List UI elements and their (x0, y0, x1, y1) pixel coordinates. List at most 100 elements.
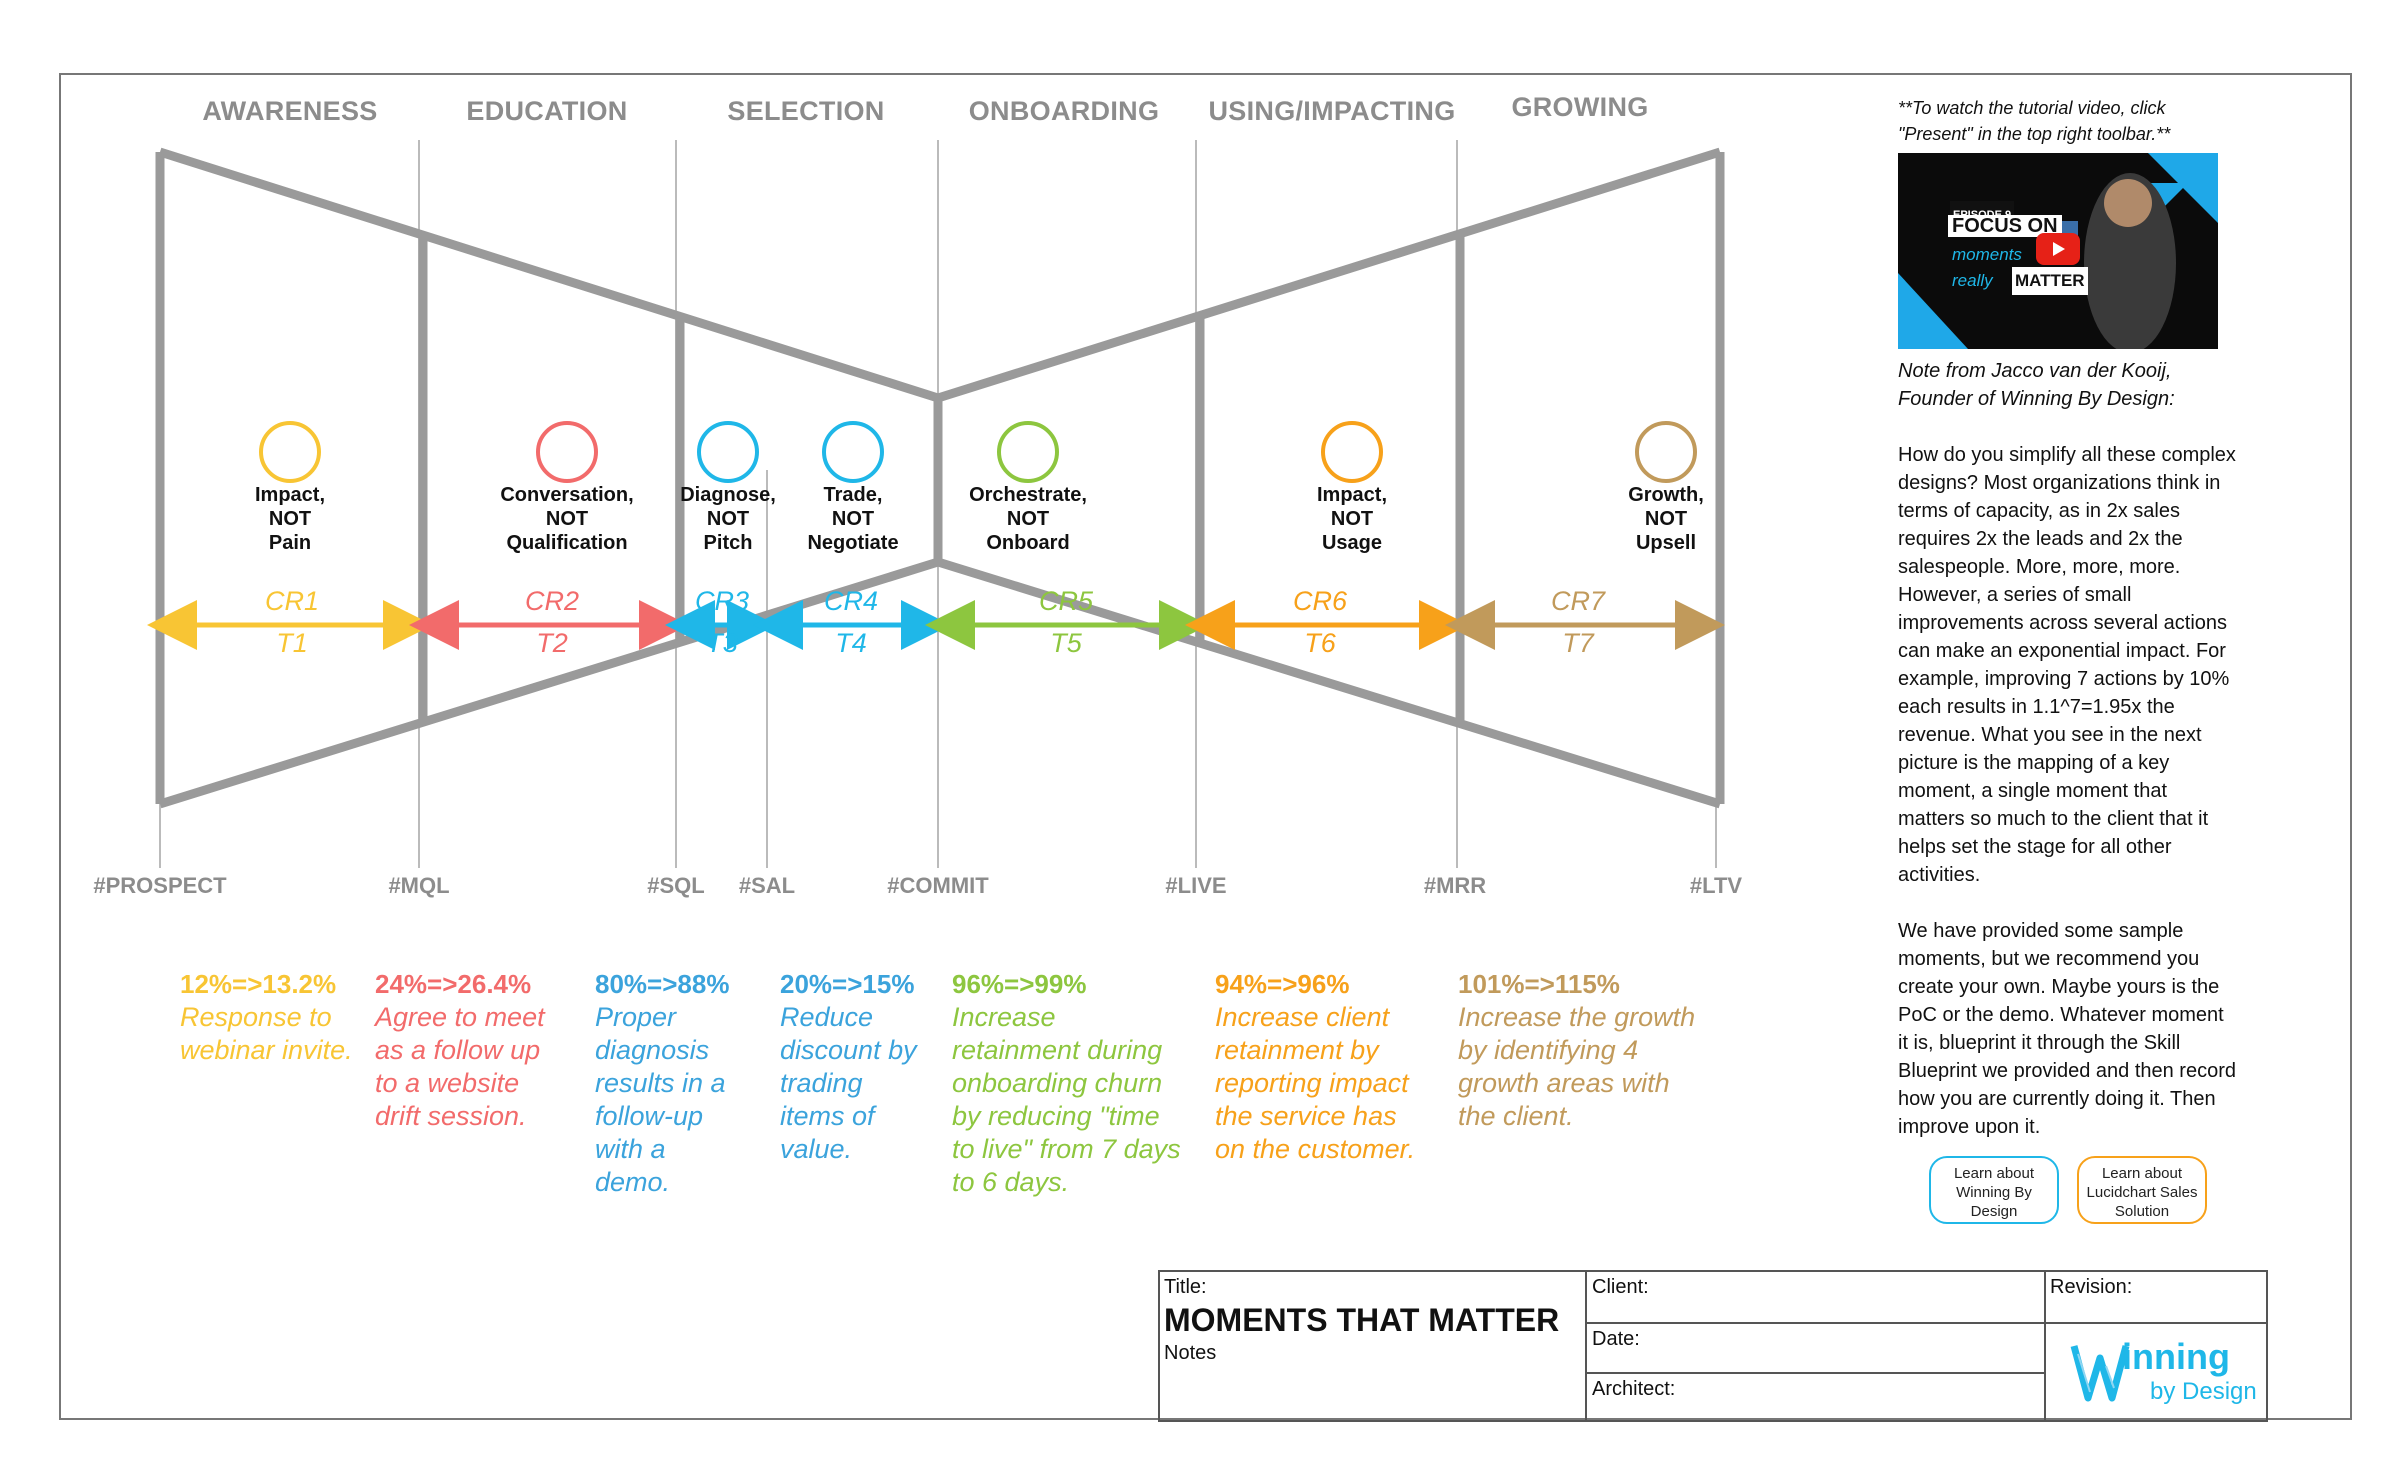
metric-desc: growth areas with (1458, 1068, 1670, 1098)
metric-desc: retainment by (1215, 1035, 1379, 1065)
moment-label-5: Orchestrate, NOT Onboard (969, 484, 1087, 554)
metric-desc: to live" from 7 days (952, 1134, 1181, 1164)
metric-desc: diagnosis (595, 1035, 710, 1065)
learn-winning-by-design-button[interactable]: Learn about Winning By Design (1929, 1156, 2059, 1224)
logo-text: inning (2122, 1336, 2230, 1377)
metric-desc: results in a (595, 1068, 726, 1098)
moment-circle-1 (259, 421, 321, 483)
moment-circle-3 (697, 421, 759, 483)
tb-divider (2046, 1322, 2266, 1324)
cr-label-6: CR6 (1292, 586, 1347, 616)
stage-selection: SELECTION (727, 96, 885, 126)
metric-desc: by identifying 4 (1458, 1035, 1639, 1065)
stage-onboarding: ONBOARDING (968, 96, 1160, 126)
metric-4: 20%=>15% Reduce discount by trading items o… (780, 968, 917, 1166)
sidebar-paragraph-1: How do you simplify all these complex de… (1898, 444, 2236, 886)
moment-circle-4 (822, 421, 884, 483)
metric-desc: retainment during (952, 1035, 1163, 1065)
logo-subtext: by Design (2150, 1378, 2257, 1405)
t-label-5: T5 (1050, 628, 1082, 658)
video-title-line2: moments (1952, 245, 2022, 264)
milestone-live: #LIVE (1165, 873, 1227, 898)
milestone-sal: #SAL (738, 873, 796, 898)
title-label: Title: (1164, 1276, 1207, 1298)
tb-divider (1585, 1272, 1587, 1420)
t-label-1: T1 (276, 628, 308, 658)
video-title-line4: MATTER (2012, 267, 2088, 295)
cr-label-4: CR4 (823, 586, 878, 616)
metric-desc: Increase client (1215, 1002, 1390, 1032)
t-label-2: T2 (536, 628, 568, 658)
metric-value: 12%=>13.2% (180, 969, 337, 999)
moment-label-6: Impact, NOT Usage (1316, 484, 1388, 554)
metric-desc: with a (595, 1134, 666, 1164)
notes-label: Notes (1164, 1342, 1217, 1364)
metric-desc: the service has (1215, 1101, 1397, 1131)
sidebar-paragraph-2: We have provided some sample moments, bu… (1898, 920, 2236, 1138)
moment-label-7: Growth, NOT Upsell (1628, 484, 1704, 554)
tb-divider (1587, 1322, 2044, 1324)
t-label-7: T7 (1562, 628, 1594, 658)
metric-desc: Increase the growth (1458, 1002, 1696, 1032)
video-play-button[interactable] (2036, 233, 2080, 265)
metric-desc: by reducing "time (952, 1101, 1160, 1131)
metric-desc: Proper (595, 1002, 677, 1032)
t-label-4: T4 (835, 628, 867, 658)
cr-label-2: CR2 (524, 586, 579, 616)
winning-by-design-logo: inning by Design (2070, 1332, 2260, 1412)
moment-circle-2 (536, 421, 598, 483)
metric-desc: to a website (375, 1068, 520, 1098)
moment-circle-7 (1635, 421, 1697, 483)
play-icon (2053, 242, 2065, 256)
revision-field[interactable]: Revision: (2050, 1276, 2133, 1298)
stage-using-impacting: USING/IMPACTING (1208, 96, 1456, 126)
metric-desc: Agree to meet (375, 1002, 545, 1032)
milestone-sql: #SQL (647, 873, 705, 898)
metric-desc: to 6 days. (952, 1167, 1070, 1197)
video-title-line1: FOCUS ON (1948, 215, 2062, 237)
metric-desc: reporting impact (1215, 1068, 1409, 1098)
metric-value: 80%=>88% (595, 969, 730, 999)
video-thumbnail-art (1898, 153, 2218, 349)
architect-field[interactable]: Architect: (1592, 1378, 1676, 1400)
moment-circle-5 (997, 421, 1059, 483)
document-title[interactable]: MOMENTS THAT MATTER (1164, 1302, 1560, 1338)
tb-divider (2044, 1272, 2046, 1420)
metric-desc: value. (780, 1134, 853, 1164)
bowtie-outline (155, 147, 1725, 809)
cr-label-7: CR7 (1550, 586, 1605, 616)
metric-value: 96%=>99% (952, 969, 1087, 999)
tutorial-hint: **To watch the tutorial video, click "Pr… (1898, 98, 2171, 144)
moment-label-4: Trade, NOT Negotiate (807, 484, 899, 554)
video-thumbnail[interactable]: EPISODE 9 FOCUS ON moments really MATTER (1898, 153, 2218, 349)
milestone-mrr: #MRR (1423, 873, 1487, 898)
date-field[interactable]: Date: (1592, 1328, 1640, 1350)
milestone-mql: #MQL (388, 873, 450, 898)
metric-value: 94%=>96% (1215, 969, 1350, 999)
title-block: Title: MOMENTS THAT MATTER Notes Client:… (1158, 1270, 2268, 1422)
metric-desc: as a follow up (375, 1035, 541, 1065)
metric-value: 20%=>15% (780, 969, 915, 999)
metric-desc: the client. (1458, 1101, 1574, 1131)
moment-label-1: Impact, NOT Pain (254, 484, 326, 554)
stage-education: EDUCATION (466, 96, 628, 126)
metric-desc: Increase (952, 1002, 1056, 1032)
milestone-ltv: #LTV (1689, 873, 1743, 898)
metric-desc: on the customer. (1215, 1134, 1416, 1164)
learn-lucidchart-button[interactable]: Learn about Lucidchart Sales Solution (2077, 1156, 2207, 1224)
tb-divider (1587, 1372, 2044, 1374)
metric-6: 94%=>96% Increase client retainment by rep… (1215, 968, 1415, 1166)
page-frame (59, 73, 2352, 1420)
metric-value: 24%=>26.4% (375, 969, 532, 999)
founder-note: Note from Jacco van der Kooij, Founder o… (1898, 360, 2175, 410)
stage-awareness: AWARENESS (202, 96, 378, 126)
metric-desc: demo. (595, 1167, 671, 1197)
client-field[interactable]: Client: (1592, 1276, 1649, 1298)
metric-desc: items of (780, 1101, 875, 1131)
metric-1: 12%=>13.2% Response to webinar invite. (180, 968, 353, 1067)
moment-label-3: Diagnose, NOT Pitch (680, 484, 776, 554)
cr-label-5: CR5 (1038, 586, 1093, 616)
metric-3: 80%=>88% Proper diagnosis results in a foll… (595, 968, 729, 1199)
milestone-commit: #COMMIT (887, 873, 989, 898)
